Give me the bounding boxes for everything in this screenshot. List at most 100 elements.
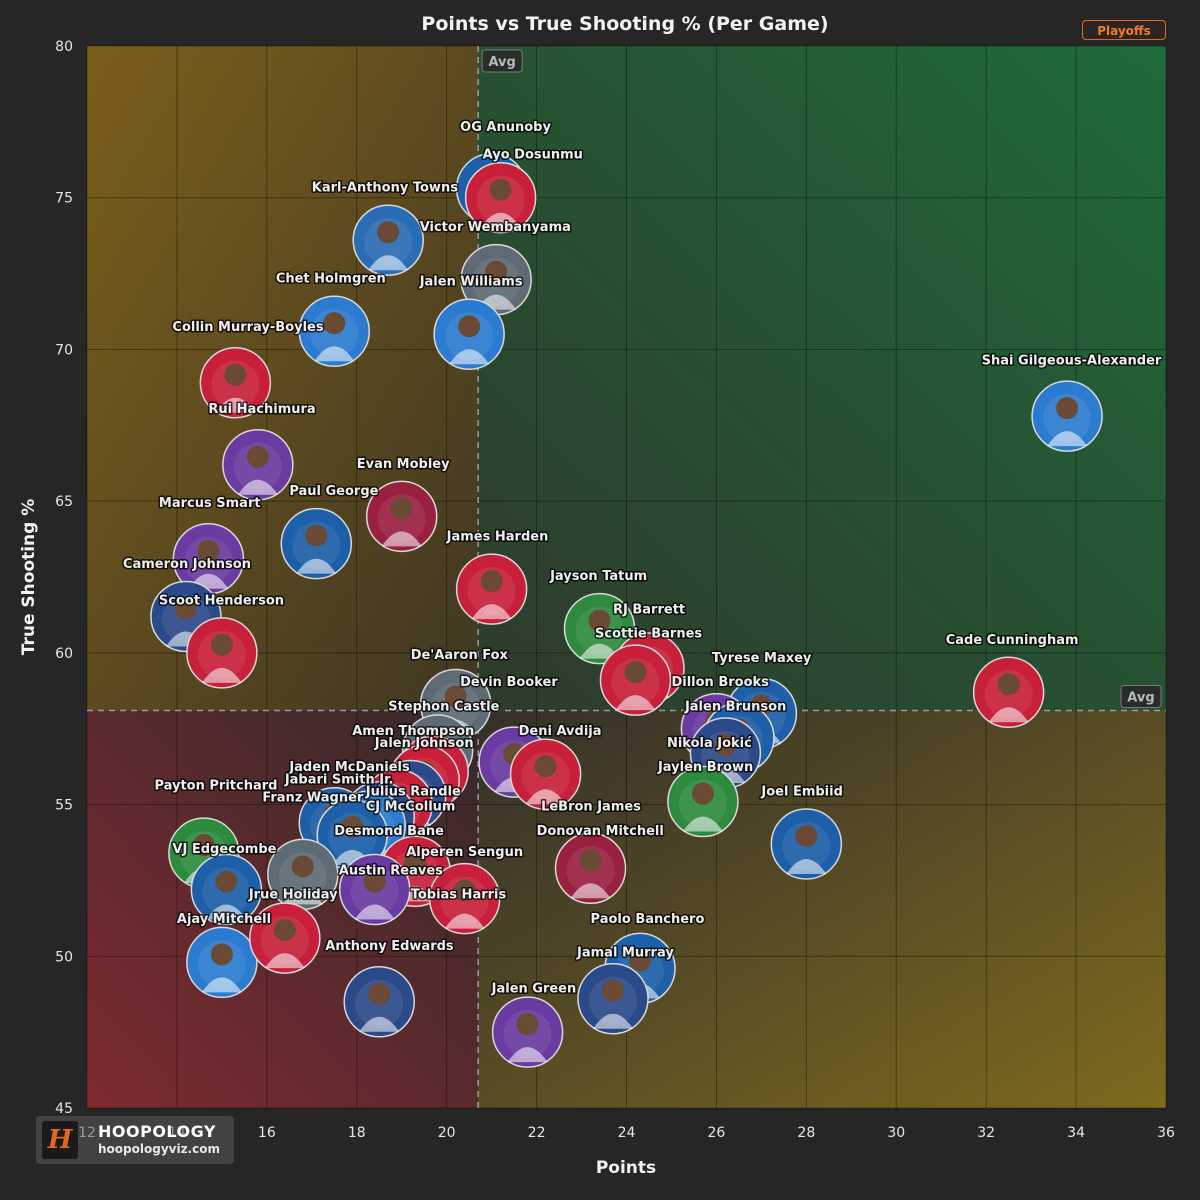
player-jersey-icon (296, 558, 337, 574)
player-label: Ajay Mitchell (177, 912, 271, 927)
player-head-icon (210, 633, 233, 656)
player-point[interactable] (186, 617, 258, 689)
player-head-icon (246, 445, 269, 468)
player-point[interactable] (599, 644, 672, 716)
player-head-icon (480, 570, 503, 593)
x-axis-title: Points (596, 1158, 656, 1178)
player-point[interactable] (338, 853, 411, 926)
chart-title: Points vs True Shooting % (Per Game) (421, 13, 828, 35)
avg-y-tag-box (1120, 685, 1162, 709)
player-head-icon (444, 685, 467, 708)
player-jersey-icon (237, 479, 278, 495)
player-label: James Harden (446, 530, 549, 545)
player-head-icon (997, 673, 1020, 696)
player-point[interactable] (428, 862, 501, 935)
player-jersey-icon (525, 789, 566, 805)
player-label: Alperen Sengun (406, 845, 523, 860)
player-label: Jaylen Brown (657, 760, 753, 775)
player-point[interactable] (1031, 380, 1103, 452)
y-tick-label: 70 (55, 342, 73, 358)
player-label: Evan Mobley (357, 457, 450, 472)
player-label: Karl-Anthony Towns (312, 181, 458, 196)
player-label: Cameron Johnson (123, 557, 251, 572)
x-tick-label: 30 (887, 1125, 905, 1141)
player-jersey-icon (206, 904, 247, 920)
playoffs-badge[interactable]: Playoffs (1082, 20, 1166, 40)
x-tick-label: 28 (797, 1125, 815, 1141)
player-head-icon (305, 524, 328, 547)
player-head-icon (323, 312, 346, 335)
player-point[interactable] (460, 243, 532, 316)
player-head-icon (458, 315, 481, 338)
player-head-icon (795, 825, 818, 848)
player-jersey-icon (615, 695, 656, 711)
player-label: Paul George (289, 484, 378, 499)
player-point[interactable] (222, 428, 294, 501)
player-head-icon (516, 1013, 539, 1036)
player-point[interactable] (298, 295, 371, 367)
quadrant-top-left (87, 46, 479, 711)
player-label: Nikola Jokić (667, 736, 752, 751)
player-point[interactable] (199, 347, 272, 419)
player-point[interactable] (509, 738, 582, 810)
player-jersey-icon (359, 1016, 400, 1032)
player-point[interactable] (667, 765, 739, 838)
x-tick-label: 16 (258, 1125, 276, 1141)
player-label: VJ Edgecombe (172, 842, 276, 857)
plot-background (87, 46, 1166, 1108)
y-tick-label: 75 (55, 191, 73, 207)
player-point[interactable] (172, 523, 245, 595)
player-label: Jalen Johnson (374, 736, 474, 751)
x-tick-label: 20 (438, 1125, 456, 1141)
player-head-icon (224, 363, 247, 386)
player-jersey-icon (282, 889, 323, 905)
player-point[interactable] (190, 853, 263, 926)
player-jersey-icon (579, 643, 620, 659)
hoopology-logo-icon: H (42, 1121, 78, 1159)
player-point[interactable] (249, 902, 321, 974)
player-jersey-icon (215, 397, 256, 413)
player-point[interactable] (770, 808, 843, 880)
player-point[interactable] (186, 926, 258, 999)
player-point[interactable] (972, 656, 1045, 729)
player-point[interactable] (577, 963, 649, 1035)
player-point[interactable] (352, 204, 424, 276)
player-point[interactable] (563, 592, 636, 665)
player-point[interactable] (343, 966, 415, 1038)
player-head-icon (489, 178, 512, 201)
x-tick-label: 34 (1067, 1125, 1085, 1141)
player-head-icon (363, 870, 386, 893)
player-head-icon (377, 221, 400, 244)
player-label: Tyrese Maxey (712, 651, 812, 666)
player-point[interactable] (267, 838, 339, 911)
player-point[interactable] (464, 161, 537, 234)
player-point[interactable] (433, 298, 505, 371)
player-label: Jalen Brunson (684, 700, 786, 715)
player-point[interactable] (365, 480, 438, 553)
player-label: Deni Avdija (519, 724, 602, 739)
player-head-icon (210, 943, 233, 966)
y-tick-label: 65 (55, 494, 73, 510)
player-jersey-icon (444, 913, 485, 929)
player-point[interactable] (455, 553, 528, 625)
player-jersey-icon (449, 349, 490, 365)
player-label: Jabari Smith Jr. (284, 772, 394, 787)
player-label: Rui Hachimura (208, 402, 315, 417)
player-label: Desmond Bane (334, 824, 444, 839)
player-head-icon (624, 661, 647, 684)
player-label: Collin Murray-Boyles (172, 320, 323, 335)
player-jersey-icon (988, 707, 1029, 723)
player-label: Payton Pritchard (154, 778, 277, 793)
player-label: Jaden McDaniels (288, 760, 410, 775)
player-jersey-icon (480, 212, 521, 228)
player-head-icon (714, 733, 737, 756)
player-jersey-icon (786, 859, 827, 875)
player-label: Julius Randle (365, 784, 461, 799)
player-point[interactable] (554, 832, 627, 905)
x-tick-label: 32 (977, 1125, 995, 1141)
player-point[interactable] (280, 507, 353, 580)
player-head-icon (691, 782, 714, 805)
player-point[interactable] (491, 996, 564, 1068)
player-head-icon (390, 497, 413, 520)
